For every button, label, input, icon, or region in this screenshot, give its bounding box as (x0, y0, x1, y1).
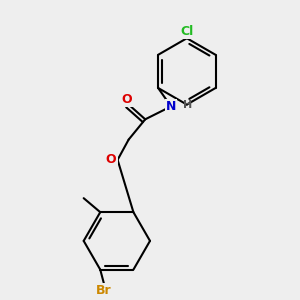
Text: H: H (183, 100, 192, 110)
Text: O: O (122, 92, 132, 106)
Text: O: O (106, 153, 116, 166)
Text: Cl: Cl (180, 25, 194, 38)
Text: Br: Br (96, 284, 112, 298)
Text: N: N (166, 100, 176, 113)
